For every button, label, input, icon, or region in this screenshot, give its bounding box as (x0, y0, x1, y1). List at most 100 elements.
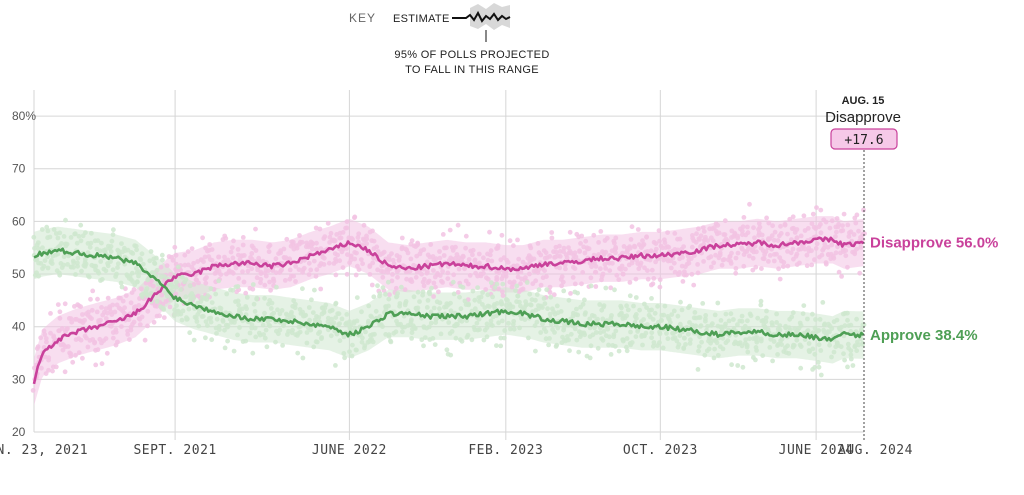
poll-dot (741, 263, 747, 269)
poll-dot (70, 359, 76, 365)
poll-dot (566, 297, 572, 303)
poll-dot (753, 357, 758, 363)
poll-dot (481, 255, 486, 261)
poll-dot (89, 316, 94, 321)
poll-dot (758, 298, 764, 304)
poll-dot (701, 241, 707, 247)
poll-dot (785, 263, 791, 269)
poll-dot (744, 344, 750, 350)
poll-dot (198, 299, 204, 304)
poll-dot (787, 216, 793, 222)
poll-dot (433, 256, 439, 262)
poll-dot (90, 337, 96, 342)
poll-dot (290, 327, 295, 333)
poll-dot (735, 363, 741, 368)
poll-dot (333, 301, 338, 307)
poll-dot (507, 301, 512, 307)
poll-dot (762, 324, 768, 330)
poll-dot (798, 233, 804, 239)
poll-dot (771, 339, 777, 344)
key-estimate-line (452, 10, 511, 23)
poll-dot (388, 339, 394, 345)
poll-dot (484, 325, 490, 331)
poll-dot (674, 338, 680, 344)
poll-dot (771, 258, 777, 264)
poll-dot (629, 224, 635, 230)
poll-dot (425, 298, 431, 303)
poll-dot (488, 248, 494, 254)
poll-dot (35, 240, 41, 246)
poll-dot (805, 226, 811, 231)
poll-dot (689, 271, 695, 277)
y-tick-label: 60 (12, 214, 26, 228)
poll-dot (607, 268, 613, 273)
poll-dot (628, 329, 633, 335)
poll-dot (728, 261, 734, 266)
poll-dot (753, 264, 759, 270)
poll-dot (95, 296, 100, 302)
poll-dot (833, 250, 839, 256)
poll-dot (180, 274, 185, 280)
poll-dot (511, 326, 517, 332)
poll-dot (487, 304, 492, 309)
poll-dot (403, 299, 409, 304)
poll-dot (701, 259, 706, 264)
poll-dot (90, 288, 96, 294)
poll-dot (745, 224, 750, 230)
poll-dot (344, 225, 350, 231)
poll-dot (252, 325, 258, 331)
poll-dot (582, 332, 588, 338)
poll-dot (494, 301, 500, 306)
poll-dot (851, 232, 857, 237)
poll-dot (510, 304, 516, 310)
poll-dot (823, 261, 829, 267)
poll-dot (431, 305, 437, 311)
poll-dot (296, 267, 302, 272)
poll-dot (214, 331, 219, 336)
poll-dot (861, 322, 867, 328)
poll-dot (347, 349, 352, 355)
poll-dot (579, 281, 584, 287)
poll-dot (518, 303, 523, 309)
poll-dot (623, 266, 628, 272)
poll-dot (777, 276, 783, 282)
poll-dot (266, 322, 272, 328)
poll-dot (548, 321, 554, 327)
poll-dot (399, 235, 405, 241)
poll-dot (774, 320, 779, 325)
poll-dot (203, 280, 209, 286)
poll-dot (742, 323, 748, 329)
poll-dot (561, 327, 566, 333)
poll-dot (453, 335, 459, 341)
poll-dot (174, 280, 179, 285)
poll-dot (620, 338, 626, 344)
poll-dot (467, 273, 473, 278)
poll-dot (568, 291, 573, 296)
poll-dot (344, 246, 349, 251)
poll-dot (262, 310, 267, 316)
poll-dot (520, 286, 526, 292)
poll-dot (159, 252, 165, 258)
poll-dot (672, 231, 678, 236)
poll-dot (426, 324, 432, 330)
poll-dot (349, 353, 355, 359)
poll-dot (804, 263, 810, 269)
poll-dot (593, 330, 599, 335)
poll-dot (57, 315, 63, 321)
poll-dot (648, 248, 654, 254)
poll-dot (175, 311, 181, 317)
poll-dot (145, 308, 151, 314)
poll-dot (652, 310, 658, 316)
poll-dot (655, 303, 660, 309)
poll-dot (554, 342, 560, 348)
poll-dot (118, 280, 124, 286)
poll-dot (526, 335, 531, 341)
poll-dot (528, 302, 533, 308)
poll-dot (390, 257, 396, 263)
poll-dot (575, 290, 580, 296)
poll-dot (785, 231, 790, 237)
poll-dot (341, 351, 347, 356)
poll-dot (633, 295, 639, 300)
poll-dot (472, 297, 478, 303)
poll-dot (282, 278, 288, 283)
